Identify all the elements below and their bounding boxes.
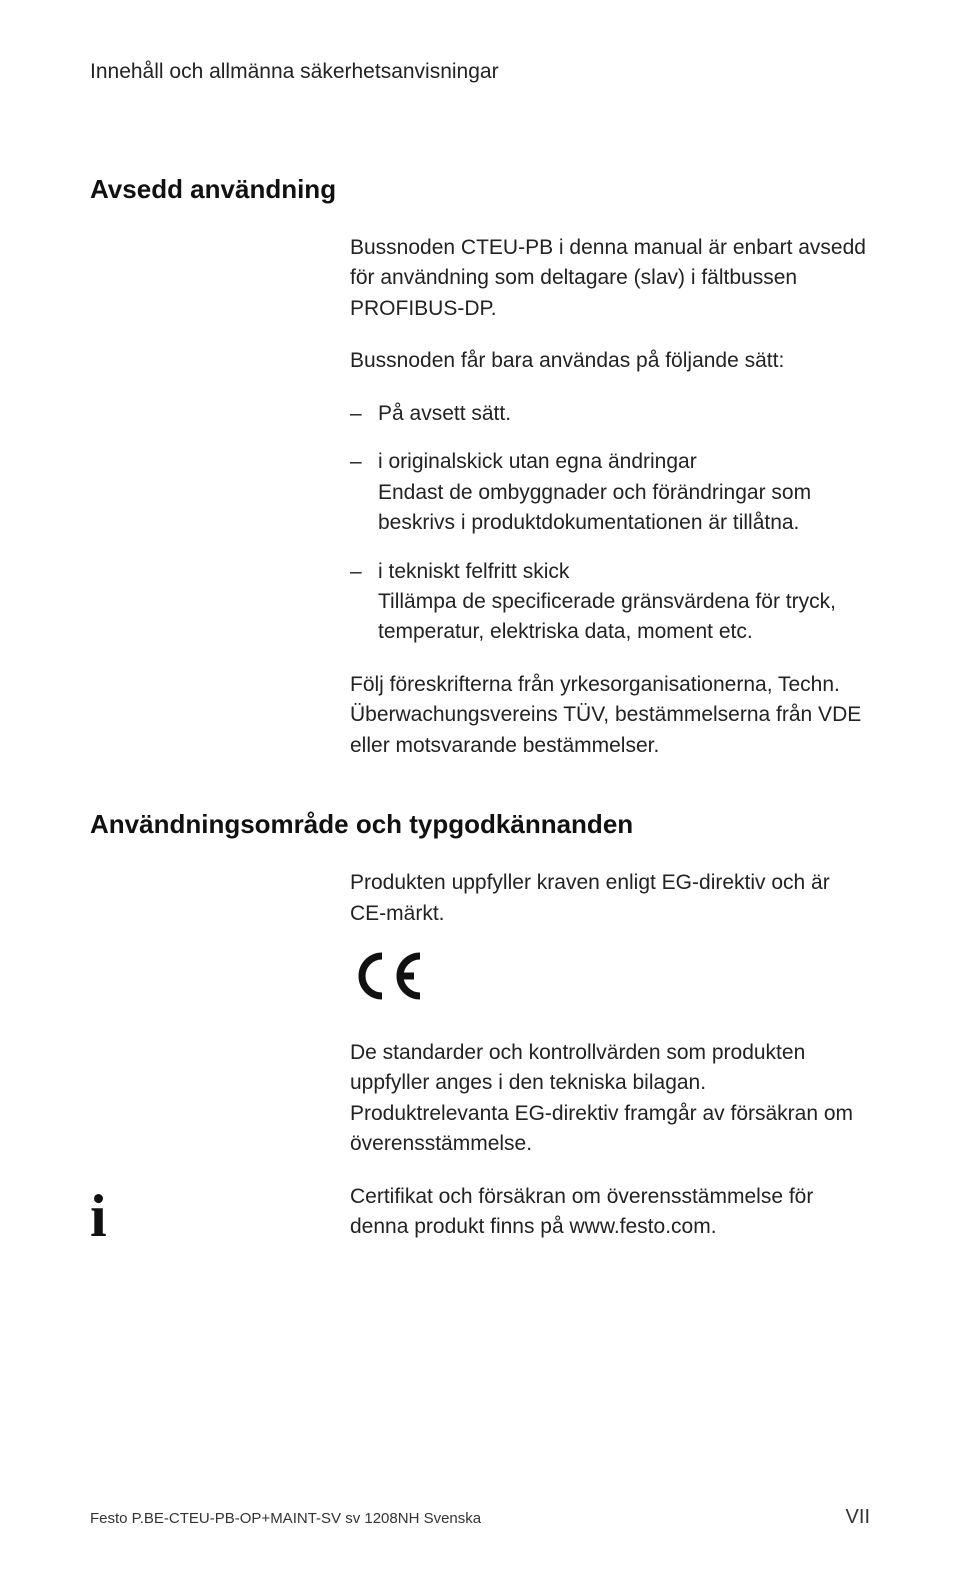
usage-lead-paragraph: Bussnoden får bara användas på följande …: [350, 346, 870, 376]
footer-page-number: VII: [846, 1506, 870, 1529]
info-row: i Certifikat och försäkran om överensstä…: [350, 1182, 870, 1243]
body-column-approvals: Produkten uppfyller kraven enligt EG-dir…: [350, 868, 870, 1243]
usage-tail-paragraph: Följ föreskrifterna från yrkesorganisati…: [350, 670, 870, 761]
bullet-detail: Tillämpa de specificerade gränsvärdena f…: [378, 587, 870, 648]
approvals-paragraph-1: Produkten uppfyller kraven enligt EG-dir…: [350, 868, 870, 929]
running-header: Innehåll och allmänna säkerhetsanvisning…: [90, 60, 870, 84]
footer-doc-id: Festo P.BE-CTEU-PB-OP+MAINT-SV sv 1208NH…: [90, 1510, 481, 1527]
bullet-detail: Endast de ombyggnader och förändringar s…: [378, 478, 870, 539]
usage-bullet-item: i originalskick utan egna ändringar Enda…: [350, 447, 870, 538]
section-intended-use: Avsedd användning Bussnoden CTEU-PB i de…: [90, 174, 870, 761]
usage-bullet-list: På avsett sätt. i originalskick utan egn…: [350, 399, 870, 648]
info-icon-container: i: [90, 1186, 180, 1246]
body-column-usage: Bussnoden CTEU-PB i denna manual är enba…: [350, 233, 870, 761]
usage-bullet-item: i tekniskt felfritt skick Tillämpa de sp…: [350, 557, 870, 648]
ce-svg: [350, 951, 430, 1001]
bullet-title: i tekniskt felfritt skick: [378, 557, 870, 587]
heading-intended-use: Avsedd användning: [90, 174, 870, 205]
section-approvals: Användningsområde och typgodkännanden Pr…: [90, 809, 870, 1243]
usage-bullet-item: På avsett sätt.: [350, 399, 870, 429]
approvals-paragraph-2: De standarder och kontrollvärden som pro…: [350, 1038, 870, 1160]
approvals-paragraph-3: Certifikat och försäkran om överensstämm…: [350, 1182, 870, 1243]
ce-mark-icon: [350, 951, 870, 1006]
document-page: Innehåll och allmänna säkerhetsanvisning…: [0, 0, 960, 1569]
info-icon: i: [90, 1186, 107, 1246]
usage-intro-paragraph: Bussnoden CTEU-PB i denna manual är enba…: [350, 233, 870, 324]
bullet-title: i originalskick utan egna ändringar: [378, 447, 870, 477]
heading-approvals: Användningsområde och typgodkännanden: [90, 809, 870, 840]
page-footer: Festo P.BE-CTEU-PB-OP+MAINT-SV sv 1208NH…: [90, 1506, 870, 1529]
bullet-title: På avsett sätt.: [378, 399, 870, 429]
